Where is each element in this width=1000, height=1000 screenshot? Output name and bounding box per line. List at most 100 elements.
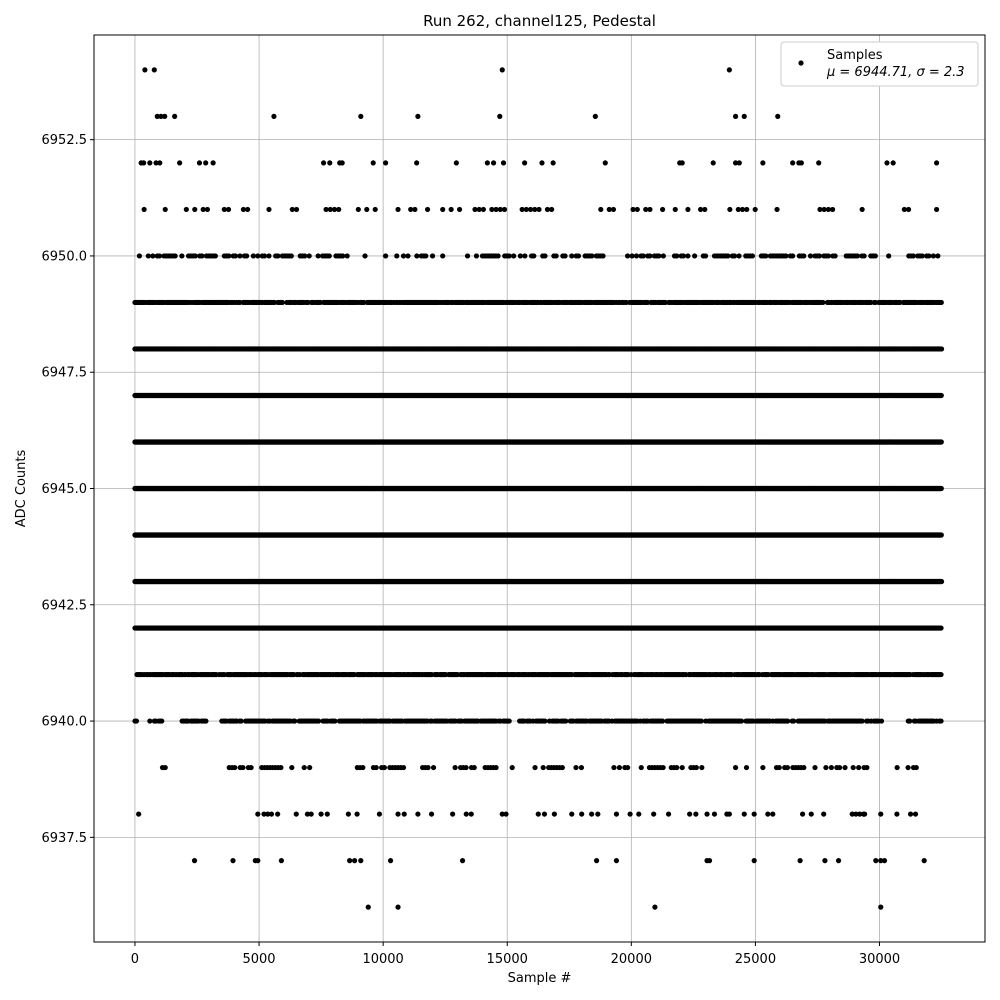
data-point xyxy=(302,253,308,259)
data-point xyxy=(790,160,796,166)
data-point xyxy=(493,206,499,213)
data-point xyxy=(497,206,503,213)
data-point xyxy=(731,253,738,259)
data-point xyxy=(830,206,836,213)
data-point xyxy=(919,253,925,259)
data-point xyxy=(679,160,685,166)
data-point xyxy=(221,206,227,213)
data-point xyxy=(798,160,804,166)
data-point xyxy=(412,206,418,213)
data-point xyxy=(315,253,321,259)
data-point xyxy=(226,253,232,259)
data-point xyxy=(732,113,739,119)
data-point xyxy=(271,113,277,119)
data-point xyxy=(725,253,731,259)
data-point xyxy=(763,253,769,259)
data-point xyxy=(456,206,463,213)
data-point xyxy=(495,253,501,259)
data-point xyxy=(589,253,595,259)
data-point xyxy=(275,253,281,259)
data-point xyxy=(774,206,780,213)
data-point xyxy=(212,253,218,259)
data-point xyxy=(358,113,364,119)
data-point xyxy=(370,160,376,166)
data-point xyxy=(232,253,239,259)
data-point xyxy=(859,206,865,213)
data-point xyxy=(147,160,153,166)
data-point xyxy=(480,206,487,213)
data-point xyxy=(237,253,243,259)
data-point xyxy=(448,206,454,213)
data-point xyxy=(807,253,814,259)
data-point xyxy=(519,206,525,213)
data-point xyxy=(685,253,691,259)
data-point xyxy=(453,160,459,166)
data-point xyxy=(598,206,604,213)
data-point xyxy=(225,206,232,213)
data-point xyxy=(680,253,687,259)
data-point xyxy=(710,160,716,166)
data-point xyxy=(340,253,346,259)
data-point xyxy=(261,253,268,259)
data-point xyxy=(523,206,529,213)
data-point xyxy=(821,206,827,213)
data-point xyxy=(440,253,446,259)
data-point xyxy=(801,253,807,259)
data-point xyxy=(336,206,342,213)
data-point xyxy=(203,160,209,166)
data-point xyxy=(145,253,151,259)
data-point xyxy=(532,206,538,213)
data-point xyxy=(306,253,312,259)
data-point xyxy=(177,160,183,166)
data-point xyxy=(500,160,507,166)
data-point xyxy=(344,253,350,259)
data-point xyxy=(250,253,256,259)
data-point xyxy=(326,253,332,259)
data-point xyxy=(625,253,631,259)
data-point xyxy=(697,206,704,213)
data-point xyxy=(861,253,867,259)
data-point xyxy=(142,67,148,73)
data-point xyxy=(910,253,916,259)
data-point xyxy=(606,206,612,213)
data-point xyxy=(739,206,746,213)
data-point xyxy=(279,299,285,306)
data-point xyxy=(383,253,389,259)
data-point xyxy=(926,253,932,259)
data-point xyxy=(162,206,168,213)
data-point xyxy=(832,253,838,259)
data-point xyxy=(245,206,251,213)
data-point xyxy=(647,206,653,213)
data-point xyxy=(362,253,368,259)
data-point xyxy=(854,253,861,259)
data-point xyxy=(749,253,756,259)
data-point xyxy=(289,206,295,213)
data-point xyxy=(141,206,147,213)
data-point xyxy=(499,67,505,73)
data-point xyxy=(473,253,480,259)
data-point xyxy=(157,160,163,166)
data-point xyxy=(405,253,411,259)
data-point xyxy=(602,160,608,166)
data-point xyxy=(192,253,198,259)
data-point xyxy=(890,160,896,166)
data-point xyxy=(476,206,482,213)
data-point xyxy=(886,253,892,259)
data-point xyxy=(423,253,429,259)
data-points xyxy=(132,67,945,910)
data-point xyxy=(327,160,333,166)
data-point xyxy=(934,206,940,213)
data-point xyxy=(400,253,407,259)
data-point xyxy=(372,206,378,213)
data-point xyxy=(424,206,431,213)
data-point xyxy=(200,206,206,213)
data-point xyxy=(727,206,733,213)
data-point xyxy=(497,113,503,119)
data-point xyxy=(204,206,211,213)
data-point xyxy=(506,253,512,259)
data-point xyxy=(517,253,523,259)
data-point xyxy=(527,206,534,213)
data-point xyxy=(429,253,436,259)
